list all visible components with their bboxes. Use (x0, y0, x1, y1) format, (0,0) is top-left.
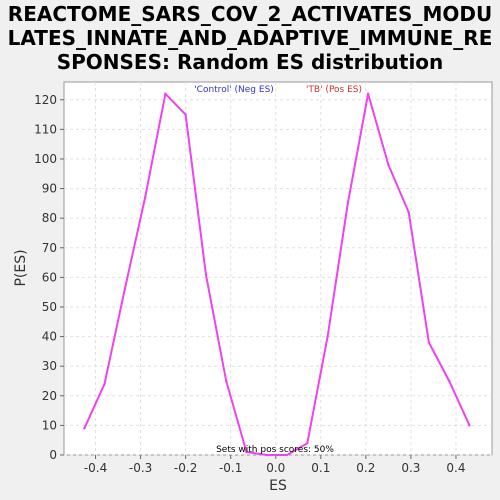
y-tick-label: 80 (42, 211, 57, 225)
x-tick-label: -0.2 (174, 461, 197, 475)
grid-lines (64, 82, 492, 456)
data-point (326, 335, 329, 338)
data-point (204, 273, 208, 276)
data-point (224, 379, 228, 383)
data-point (285, 453, 289, 457)
x-tick-label: 0.4 (446, 461, 465, 475)
data-point (346, 202, 350, 205)
y-tick-label: 60 (42, 270, 57, 284)
x-tick-label: 0.0 (266, 461, 285, 475)
data-point (448, 379, 451, 383)
axes: 0 10 20 30 40 50 60 70 80 90 100 110 120 -0.4 -0.3 -0.2… (34, 93, 465, 475)
data-point (123, 288, 127, 291)
legend-entry-tb: 'TB' (Pos ES) (306, 85, 362, 95)
pos-scores-annotation: Sets with pos scores: 50% (216, 445, 334, 455)
x-tick-label: -0.1 (219, 461, 242, 475)
chart-title: REACTOME_SARS_COV_2_ACTIVATES_MODU LATES… (0, 2, 500, 74)
y-tick-label: 20 (42, 389, 57, 403)
y-tick-label: 40 (42, 330, 57, 344)
data-point (306, 441, 309, 445)
x-axis-title: ES (269, 478, 287, 494)
legend: 'Control' (Neg ES) 'TB' (Pos ES) (194, 85, 362, 95)
chart-title-line-3: SPONSES: Random ES distribution (56, 50, 444, 74)
series-line (83, 92, 471, 456)
data-point (407, 211, 410, 214)
data-point (103, 382, 106, 386)
data-point (366, 92, 370, 96)
y-tick-label: 30 (42, 359, 57, 373)
y-tick-label: 70 (42, 241, 57, 255)
y-tick-label: 0 (49, 448, 57, 462)
y-tick-label: 10 (42, 418, 57, 432)
chart-title-line-2: LATES_INNATE_AND_ADAPTIVE_IMMUNE_RE (7, 26, 493, 50)
data-point (83, 427, 86, 430)
x-tick-label: 0.3 (401, 461, 420, 475)
data-point (468, 424, 471, 427)
y-tick-label: 110 (34, 122, 57, 136)
y-tick-label: 90 (42, 182, 57, 196)
y-tick-label: 100 (34, 152, 57, 166)
x-tick-label: 0.2 (356, 461, 375, 475)
x-tick-label: -0.4 (84, 461, 107, 475)
y-axis-title: P(ES) (13, 249, 29, 286)
x-tick-label: 0.1 (311, 461, 330, 475)
y-tick-label: 120 (34, 93, 57, 107)
data-point (245, 450, 248, 454)
y-tick-label: 50 (42, 300, 57, 314)
chart-title-line-1: REACTOME_SARS_COV_2_ACTIVATES_MODU (7, 2, 493, 26)
data-point (427, 341, 431, 344)
series-layer (83, 92, 471, 457)
legend-entry-control: 'Control' (Neg ES) (194, 85, 274, 95)
data-point (265, 453, 268, 457)
data-point (164, 92, 167, 96)
data-point (184, 113, 187, 116)
data-point (143, 196, 147, 199)
data-point (387, 163, 390, 167)
plot-area (63, 81, 493, 456)
x-tick-label: -0.3 (129, 461, 152, 475)
